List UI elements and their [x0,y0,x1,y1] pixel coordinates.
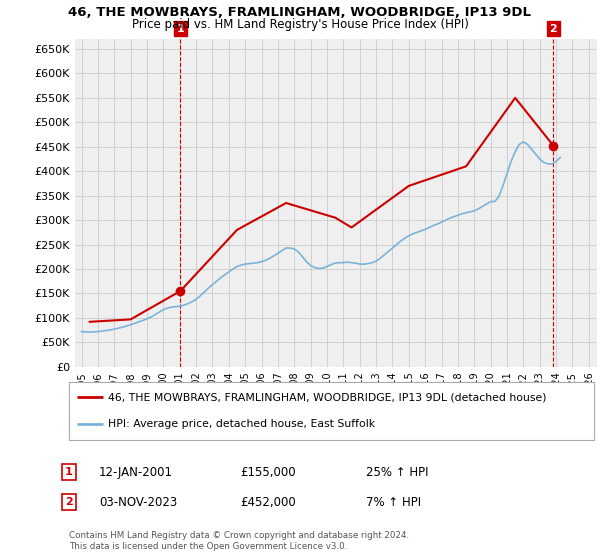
Text: 2: 2 [65,497,73,507]
Text: 7% ↑ HPI: 7% ↑ HPI [366,496,421,509]
Text: 46, THE MOWBRAYS, FRAMLINGHAM, WOODBRIDGE, IP13 9DL (detached house): 46, THE MOWBRAYS, FRAMLINGHAM, WOODBRIDG… [109,393,547,403]
Text: £452,000: £452,000 [240,496,296,509]
Text: 12-JAN-2001: 12-JAN-2001 [99,465,173,479]
Text: 25% ↑ HPI: 25% ↑ HPI [366,465,428,479]
Text: 1: 1 [176,24,184,34]
Text: 46, THE MOWBRAYS, FRAMLINGHAM, WOODBRIDGE, IP13 9DL: 46, THE MOWBRAYS, FRAMLINGHAM, WOODBRIDG… [68,6,532,18]
Text: Price paid vs. HM Land Registry's House Price Index (HPI): Price paid vs. HM Land Registry's House … [131,18,469,31]
Text: This data is licensed under the Open Government Licence v3.0.: This data is licensed under the Open Gov… [69,542,347,551]
Text: 1: 1 [65,467,73,477]
Text: HPI: Average price, detached house, East Suffolk: HPI: Average price, detached house, East… [109,419,376,429]
Text: 2: 2 [550,24,557,34]
Text: Contains HM Land Registry data © Crown copyright and database right 2024.: Contains HM Land Registry data © Crown c… [69,531,409,540]
Text: 03-NOV-2023: 03-NOV-2023 [99,496,177,509]
Text: £155,000: £155,000 [240,465,296,479]
